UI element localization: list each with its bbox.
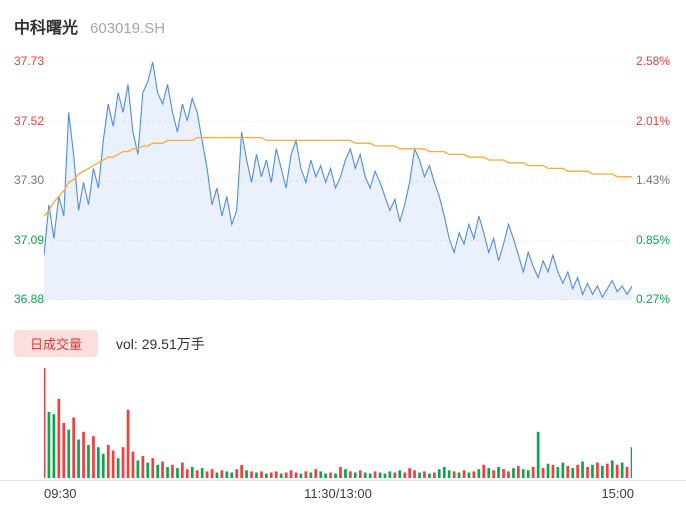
- y-axis-price-label: 37.52: [14, 114, 45, 128]
- y-axis-pct-label: 2.58%: [635, 54, 670, 68]
- x-axis-label-open: 09:30: [44, 486, 77, 501]
- volume-header: 日成交量 vol: 29.51万手: [14, 330, 205, 357]
- y-axis-pct-label: 0.27%: [635, 292, 670, 306]
- volume-chart: [44, 368, 632, 478]
- y-axis-pct-label: 2.01%: [635, 114, 670, 128]
- volume-chart-canvas[interactable]: [44, 368, 632, 478]
- header: 中科曙光 603019.SH: [14, 14, 165, 38]
- price-chart: [44, 62, 632, 300]
- axis-separator-line: [0, 480, 686, 481]
- y-axis-pct-label: 1.43%: [635, 173, 670, 187]
- stock-code: 603019.SH: [90, 20, 166, 37]
- price-chart-canvas[interactable]: [44, 62, 632, 300]
- volume-tab[interactable]: 日成交量: [14, 330, 99, 357]
- y-axis-pct-label: 0.85%: [635, 233, 670, 247]
- volume-value: vol: 29.51万手: [116, 335, 205, 352]
- x-axis-label-close: 15:00: [601, 486, 634, 501]
- y-axis-price-label: 37.73: [14, 54, 45, 68]
- y-axis-price-label: 36.88: [14, 292, 45, 306]
- stock-name: 中科曙光: [14, 20, 79, 37]
- y-axis-price-label: 37.09: [14, 233, 45, 247]
- x-axis-label-midday: 11:30/13:00: [304, 486, 372, 501]
- y-axis-price-label: 37.30: [14, 173, 45, 187]
